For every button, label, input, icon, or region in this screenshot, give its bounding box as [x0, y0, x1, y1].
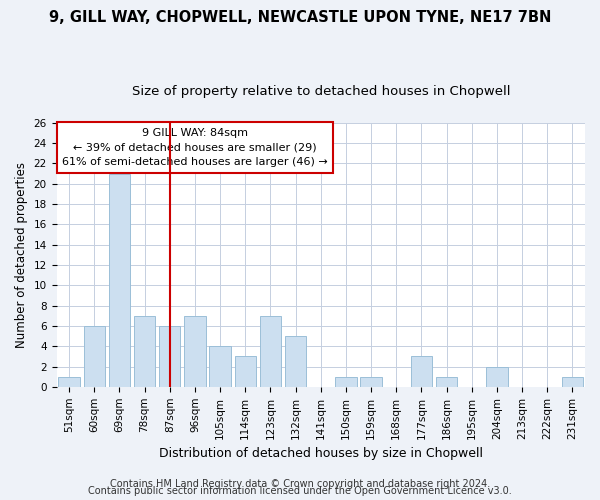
X-axis label: Distribution of detached houses by size in Chopwell: Distribution of detached houses by size …: [159, 447, 483, 460]
Bar: [83, 326, 105, 387]
Bar: [436, 376, 457, 387]
Y-axis label: Number of detached properties: Number of detached properties: [15, 162, 28, 348]
Bar: [235, 356, 256, 387]
Bar: [411, 356, 432, 387]
Text: Contains public sector information licensed under the Open Government Licence v3: Contains public sector information licen…: [88, 486, 512, 496]
Text: 9, GILL WAY, CHOPWELL, NEWCASTLE UPON TYNE, NE17 7BN: 9, GILL WAY, CHOPWELL, NEWCASTLE UPON TY…: [49, 10, 551, 25]
Bar: [562, 376, 583, 387]
Bar: [109, 174, 130, 387]
Bar: [335, 376, 356, 387]
Bar: [58, 376, 80, 387]
Bar: [184, 316, 206, 387]
Bar: [285, 336, 306, 387]
Bar: [159, 326, 181, 387]
Text: Contains HM Land Registry data © Crown copyright and database right 2024.: Contains HM Land Registry data © Crown c…: [110, 479, 490, 489]
Bar: [361, 376, 382, 387]
Bar: [486, 366, 508, 387]
Bar: [134, 316, 155, 387]
Bar: [209, 346, 231, 387]
Text: 9 GILL WAY: 84sqm
← 39% of detached houses are smaller (29)
61% of semi-detached: 9 GILL WAY: 84sqm ← 39% of detached hous…: [62, 128, 328, 168]
Bar: [260, 316, 281, 387]
Title: Size of property relative to detached houses in Chopwell: Size of property relative to detached ho…: [131, 85, 510, 98]
